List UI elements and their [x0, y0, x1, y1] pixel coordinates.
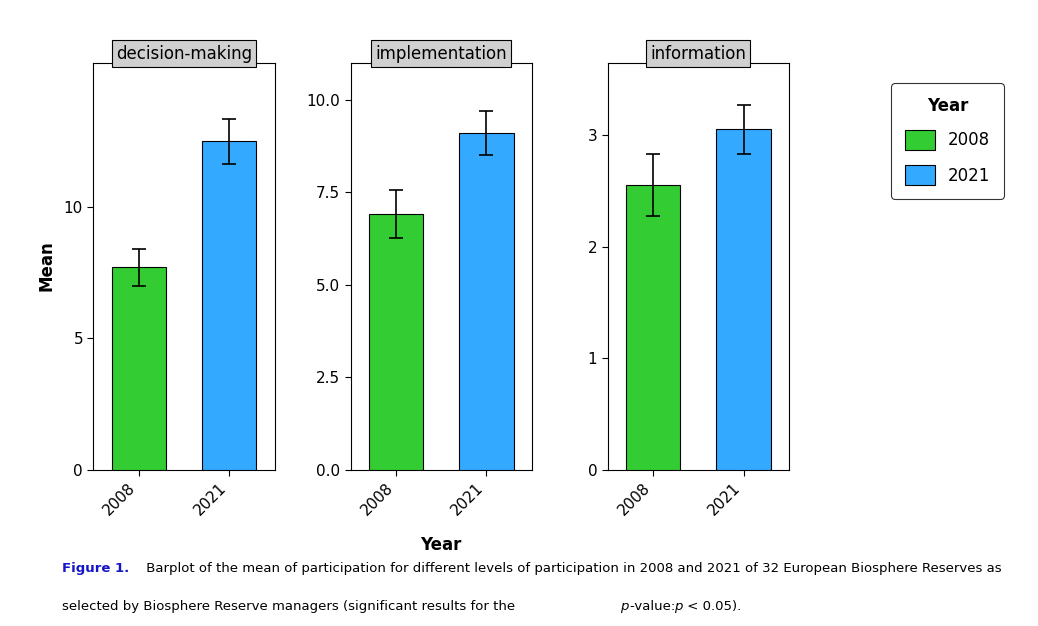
Text: selected by Biosphere Reserve managers (significant results for the: selected by Biosphere Reserve managers (…	[62, 600, 520, 613]
Text: -value:: -value:	[630, 600, 680, 613]
Text: Year: Year	[420, 536, 462, 553]
Text: decision-making: decision-making	[116, 44, 252, 63]
Text: Figure 1.: Figure 1.	[62, 562, 130, 575]
Bar	[716, 130, 771, 470]
Bar	[368, 214, 424, 470]
Text: Barplot of the mean of participation for different levels of participation in 20: Barplot of the mean of participation for…	[142, 562, 1002, 575]
Text: p: p	[674, 600, 682, 613]
Legend: 2008, 2021: 2008, 2021	[892, 83, 1004, 199]
Bar	[111, 267, 166, 470]
Text: implementation: implementation	[376, 44, 507, 63]
Y-axis label: Mean: Mean	[37, 240, 55, 292]
Text: p: p	[621, 600, 629, 613]
Text: information: information	[651, 44, 746, 63]
Text: < 0.05).: < 0.05).	[683, 600, 741, 613]
Bar	[626, 185, 680, 470]
Bar	[459, 133, 514, 470]
Bar	[202, 141, 256, 470]
